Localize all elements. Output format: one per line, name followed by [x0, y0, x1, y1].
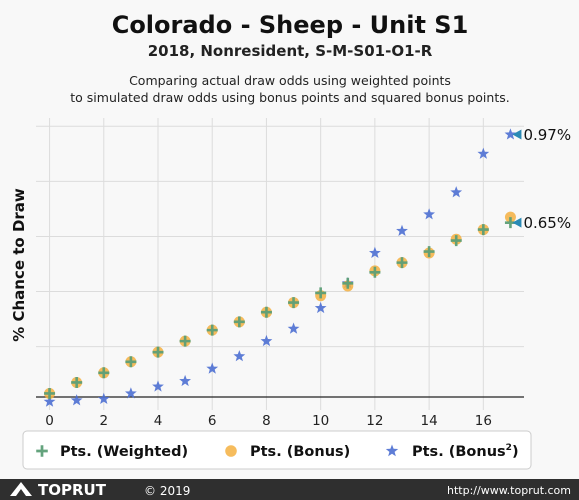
x-tick-label-8: 8	[262, 413, 271, 429]
data-marks	[43, 128, 517, 407]
plus-point-11	[342, 277, 354, 289]
star-point-14	[423, 208, 436, 220]
annotation-arrow-1	[512, 129, 522, 140]
circle-point-17	[504, 211, 516, 223]
star-point-7	[233, 350, 246, 362]
legend-label-bonus: Pts. (Bonus)	[250, 444, 350, 460]
plot-grid	[36, 118, 524, 410]
plus-point-4	[152, 346, 164, 358]
legend: Pts. (Weighted) Pts. (Bonus) Pts. (Bonus…	[22, 430, 532, 470]
annotation-label-1: 0.97%	[523, 126, 571, 144]
star-point-0	[43, 395, 56, 407]
plus-point-5	[179, 335, 191, 347]
plus-point-12	[369, 266, 381, 278]
x-tick-label-14: 14	[421, 413, 438, 429]
annotation-label-2: 0.65%	[523, 214, 571, 232]
star-point-4	[152, 380, 164, 392]
legend-markers	[36, 444, 399, 457]
x-tick-label-16: 16	[475, 413, 492, 429]
annotations: 0.97% 0.65%	[512, 126, 571, 232]
plus-point-1	[71, 376, 83, 388]
legend-label-bonus-squared-sup: 2	[506, 443, 512, 453]
star-point-10	[314, 301, 327, 314]
plus-point-7	[233, 316, 245, 328]
star-point-12	[368, 246, 381, 258]
y-axis-label: % Chance to Draw	[10, 188, 28, 342]
legend-marker-circle	[225, 445, 237, 457]
x-tick-label-0: 0	[45, 413, 54, 429]
star-point-1	[70, 394, 83, 406]
plus-point-0	[44, 387, 56, 399]
plus-point-10	[315, 287, 327, 299]
toprut-logo-icon	[10, 482, 32, 496]
legend-label-weighted: Pts. (Weighted)	[60, 444, 188, 460]
star-point-16	[477, 147, 490, 159]
footer-copyright: © 2019	[144, 484, 190, 498]
x-tick-label-6: 6	[208, 413, 217, 429]
star-point-2	[97, 392, 110, 404]
plus-point-2	[98, 367, 110, 379]
footer-bar	[0, 479, 579, 500]
x-tick-label-2: 2	[99, 413, 108, 429]
plus-point-3	[125, 356, 137, 368]
star-point-3	[124, 387, 137, 399]
chart-description-line2: to simulated draw odds using bonus point…	[70, 90, 509, 105]
legend-label-bonus-squared-end: )	[512, 444, 519, 460]
star-point-13	[396, 224, 408, 236]
plus-point-9	[288, 297, 300, 309]
x-tick-label-4: 4	[154, 413, 163, 429]
star-point-15	[450, 186, 463, 198]
footer-url[interactable]: http://www.toprut.com	[447, 484, 571, 497]
legend-marker-star	[385, 444, 399, 457]
legend-marker-plus	[36, 445, 48, 457]
x-tick-label-10: 10	[312, 413, 329, 429]
legend-label-bonus-squared: Pts. (Bonus2)	[412, 443, 519, 460]
star-point-6	[206, 362, 219, 374]
legend-box	[22, 430, 532, 470]
plus-point-6	[206, 324, 218, 336]
chart-title: Colorado - Sheep - Unit S1	[112, 11, 469, 39]
plus-point-14	[423, 246, 435, 258]
legend-label-bonus-squared-main: Pts. (Bonus	[412, 444, 506, 460]
star-point-5	[179, 374, 192, 387]
star-point-9	[287, 322, 300, 334]
plus-point-16	[477, 224, 489, 236]
plus-point-13	[396, 257, 408, 269]
chart-description-line1: Comparing actual draw odds using weighte…	[129, 73, 451, 88]
x-axis-ticks: 0 2 4 6 8 10 12 14 16	[45, 413, 492, 429]
plus-point-8	[260, 306, 272, 318]
chart-subtitle: 2018, Nonresident, S-M-S01-O1-R	[148, 42, 433, 60]
footer-brand: TOPRUT	[38, 481, 107, 499]
star-point-8	[260, 334, 273, 347]
x-tick-label-12: 12	[366, 413, 383, 429]
plot-area	[36, 118, 524, 410]
annotation-arrow-2	[512, 217, 522, 228]
star-point-17	[504, 128, 517, 140]
plus-point-15	[450, 235, 462, 247]
